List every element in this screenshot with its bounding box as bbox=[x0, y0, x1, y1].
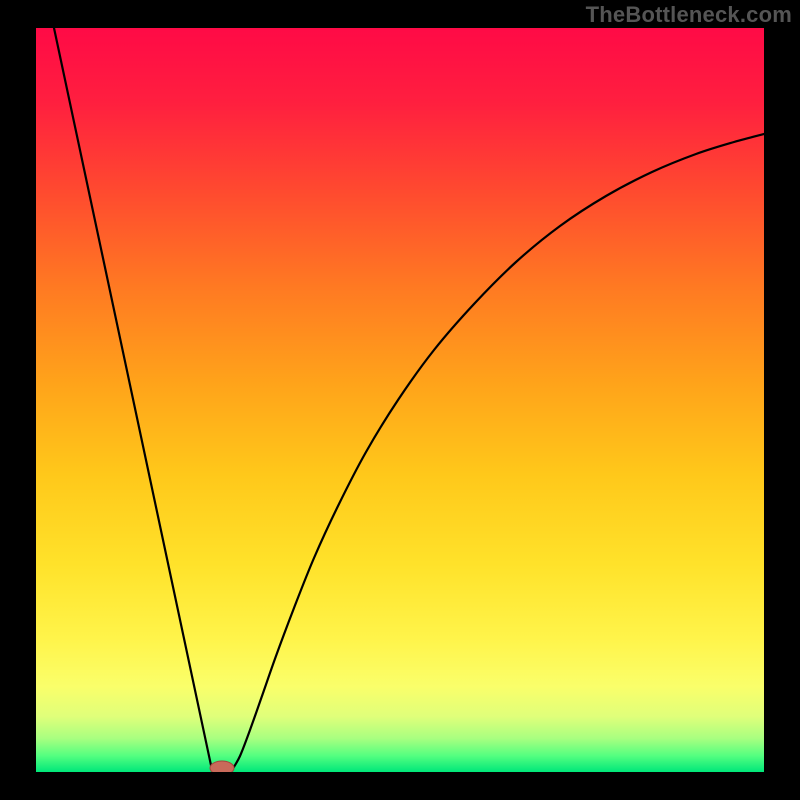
watermark-text: TheBottleneck.com bbox=[586, 2, 792, 28]
plot-background bbox=[36, 28, 764, 772]
chart-svg bbox=[0, 0, 800, 800]
chart-frame: TheBottleneck.com bbox=[0, 0, 800, 800]
